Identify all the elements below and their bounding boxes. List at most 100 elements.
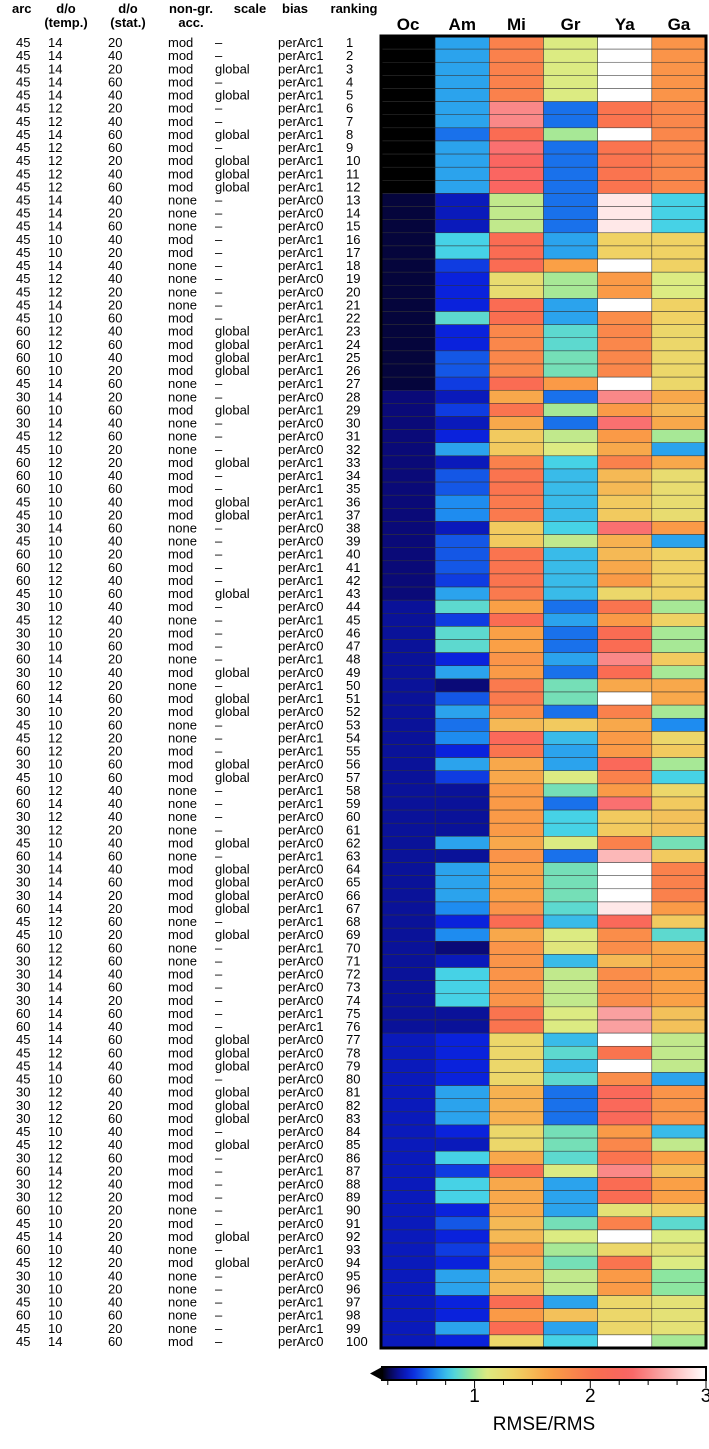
heatmap-cell-r7-Ya [597,114,653,129]
table-cell-r27-c6: 27 [346,376,360,391]
heatmap-cell-r43-Mi [489,586,544,601]
heatmap-cell-r29-Oc [380,403,436,417]
heatmap-cell-r4-Mi [489,75,544,89]
table-cell-r73-c2: 60 [108,980,122,995]
table-cell-r53-c4: – [215,717,223,732]
table-cell-r28-c5: perArc0 [278,389,324,404]
table-cell-r36-c3: mod [168,494,193,509]
heatmap-cell-r41-Ya [597,560,653,575]
heatmap-cell-r64-Ya [597,862,653,876]
table-cell-r51-c6: 51 [346,691,360,706]
heatmap-cell-r81-Am [434,1085,490,1099]
table-cell-r31-c2: 60 [108,429,122,444]
table-cell-r93-c6: 93 [346,1242,360,1257]
heatmap-column-label-3: Gr [561,15,581,34]
heatmap-cell-r51-Ya [597,691,653,706]
heatmap-cell-r17-Ga [651,245,707,260]
heatmap-cell-r8-Gr [543,127,598,142]
table-cell-r45-c2: 40 [108,612,122,627]
heatmap-cell-r53-Oc [380,717,436,732]
table-cell-r12-c2: 60 [108,179,122,194]
heatmap-cell-r87-Ga [651,1164,707,1178]
table-cell-r1-c4: – [215,35,223,50]
heatmap-cell-r44-Ga [651,599,707,614]
heatmap-cell-r91-Ga [651,1216,707,1231]
table-cell-r82-c3: mod [168,1098,193,1113]
table-cell-r25-c1: 10 [48,350,62,365]
heatmap-cell-r12-Ga [651,180,707,194]
table-cell-r60-c2: 40 [108,809,122,824]
table-cell-r11-c0: 45 [16,166,30,181]
heatmap-cell-r24-Ya [597,337,653,352]
table-cell-r63-c4: – [215,849,223,864]
table-cell-r3-c5: perArc1 [278,61,324,76]
heatmap-cell-r8-Mi [489,127,544,142]
table-cell-r69-c0: 45 [16,927,30,942]
table-cell-r49-c0: 30 [16,665,30,680]
table-cell-r74-c0: 30 [16,993,30,1008]
table-cell-r90-c5: perArc1 [278,1203,324,1218]
heatmap-cell-r65-Am [434,875,490,890]
heatmap-cell-r11-Am [434,166,490,181]
heatmap-cell-r100-Ya [597,1334,653,1349]
heatmap-cell-r25-Oc [380,350,436,365]
table-cell-r16-c4: – [215,232,223,247]
heatmap-cell-r90-Am [434,1203,490,1218]
heatmap-cell-r26-Ya [597,363,653,378]
heatmap-cell-r13-Ya [597,193,653,207]
heatmap-cell-r68-Mi [489,914,544,929]
table-cell-r32-c5: perArc0 [278,442,324,457]
heatmap-cell-r70-Am [434,941,490,955]
heatmap-cell-r80-Ga [651,1072,707,1086]
table-cell-r77-c6: 77 [346,1032,360,1047]
heatmap-cell-r26-Gr [543,363,598,378]
table-cell-r71-c5: perArc0 [278,953,324,968]
heatmap-cell-r37-Mi [489,508,544,522]
heatmap-cell-r8-Ga [651,127,707,142]
table-cell-r41-c1: 12 [48,560,62,575]
table-cell-r63-c5: perArc1 [278,849,324,864]
table-cell-r63-c0: 60 [16,849,30,864]
heatmap-cell-r31-Ya [597,429,653,443]
heatmap-cell-r68-Ga [651,914,707,929]
heatmap-cell-r33-Oc [380,455,436,470]
table-cell-r70-c4: – [215,940,223,955]
heatmap-cell-r15-Oc [380,219,436,234]
table-cell-r22-c2: 60 [108,311,122,326]
heatmap-cell-r9-Ga [651,140,707,155]
heatmap-cell-r69-Oc [380,927,436,942]
table-cell-r23-c1: 12 [48,324,62,339]
heatmap-cell-r46-Am [434,626,490,640]
heatmap-cell-r60-Oc [380,809,436,824]
table-cell-r62-c1: 10 [48,835,62,850]
table-cell-r41-c6: 41 [346,560,360,575]
heatmap-cell-r4-Gr [543,75,598,89]
table-cell-r80-c6: 80 [346,1072,360,1087]
heatmap-cell-r25-Gr [543,350,598,365]
table-cell-r84-c2: 40 [108,1124,122,1139]
table-cell-r64-c6: 64 [346,862,360,877]
table-cell-r83-c2: 60 [108,1111,122,1126]
table-cell-r57-c5: perArc0 [278,770,324,785]
heatmap-cell-r73-Oc [380,980,436,995]
table-cell-r42-c6: 42 [346,573,360,588]
table-cell-r57-c1: 10 [48,770,62,785]
table-cell-r71-c0: 30 [16,953,30,968]
heatmap-cell-r12-Ya [597,180,653,194]
table-cell-r85-c0: 45 [16,1137,30,1152]
heatmap-cell-r95-Oc [380,1269,436,1283]
table-cell-r54-c4: – [215,730,223,745]
heatmap-cell-r75-Gr [543,1006,598,1021]
heatmap-cell-r56-Oc [380,757,436,771]
table-cell-r89-c4: – [215,1190,223,1205]
table-cell-r26-c4: global [215,363,250,378]
table-cell-r68-c4: – [215,914,223,929]
heatmap-cell-r77-Gr [543,1032,598,1047]
table-cell-r67-c3: mod [168,901,193,916]
heatmap-cell-r37-Am [434,508,490,522]
heatmap-cell-r27-Am [434,376,490,391]
heatmap-cell-r76-Oc [380,1019,436,1034]
table-cell-r62-c4: global [215,835,250,850]
heatmap-cell-r68-Am [434,914,490,929]
table-cell-r66-c0: 30 [16,888,30,903]
